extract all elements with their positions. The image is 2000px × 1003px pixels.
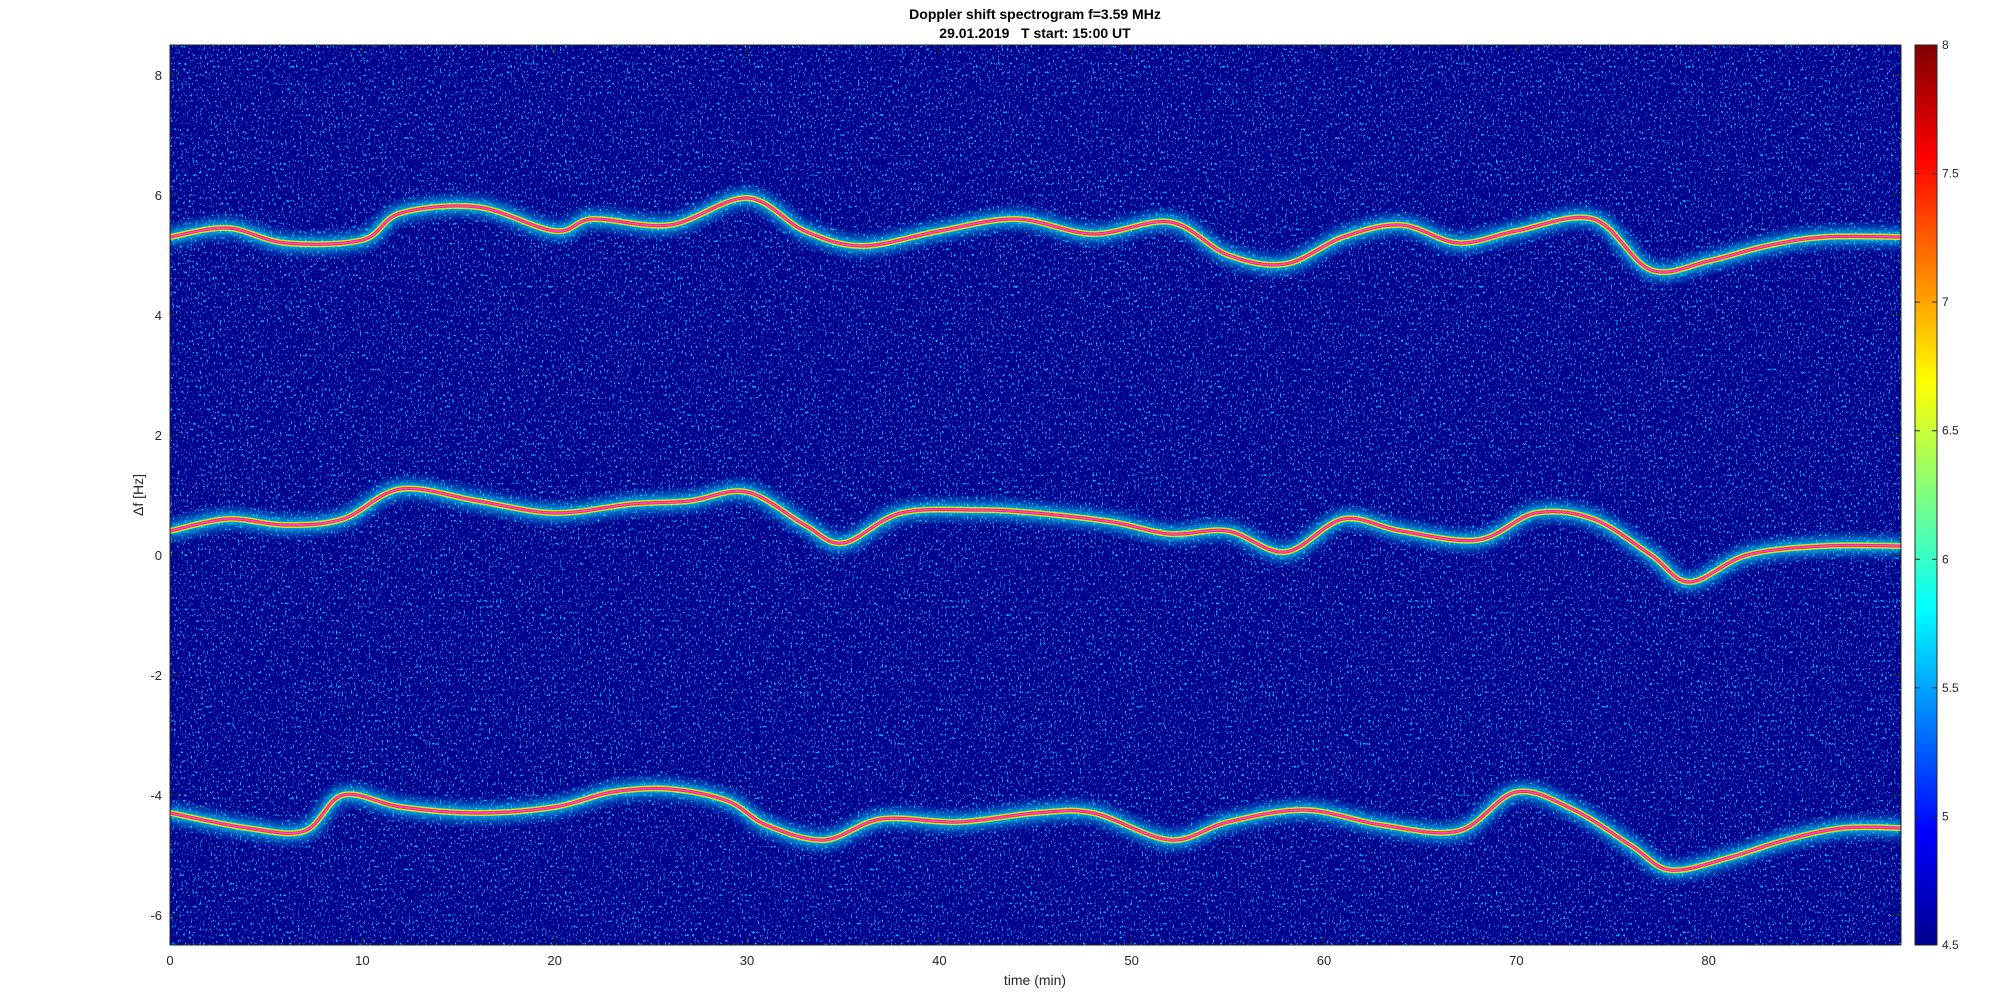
fit-traces [170,197,1901,872]
x-tick-label: 50 [1124,953,1138,968]
x-tick-label: 20 [547,953,561,968]
fit-trace-line [170,197,1901,273]
x-axis-label: time (min) [1004,972,1066,988]
y-tick-label: -2 [150,668,162,683]
y-tick-label: 2 [155,428,162,443]
y-tick-label: 4 [155,308,162,323]
colorbar-tick-label: 5.5 [1942,681,1959,695]
x-tick-label: 10 [355,953,369,968]
y-axis-label: Δf [Hz] [130,474,146,516]
colorbar-tick-label: 8 [1942,38,1949,52]
colorbar-tick-label: 7 [1942,295,1949,309]
chart-title: Doppler shift spectrogram f=3.59 MHz [909,6,1161,22]
colorbar-tick-label: 4.5 [1942,938,1959,952]
x-tick-label: 80 [1701,953,1715,968]
y-tick-label: 6 [155,188,162,203]
plot-area [170,45,1901,945]
fit-trace-line [170,787,1901,872]
y-axis: -6 -4 -2 0 2 4 6 8 [150,68,1901,923]
x-tick-label: 60 [1317,953,1331,968]
x-tick-label: 70 [1509,953,1523,968]
colorbar-tick-label: 6.5 [1942,424,1959,438]
colorbar-tick-label: 7.5 [1942,167,1959,181]
colorbar-ticks: 4.5 5 5.5 6 6.5 7 7.5 8 [1915,38,1959,952]
chart-subtitle: 29.01.2019 T start: 15:00 UT [939,25,1131,41]
y-tick-label: -4 [150,788,162,803]
plot-border [169,44,1902,946]
colorbar-tick-label: 6 [1942,552,1949,566]
y-tick-label: 8 [155,68,162,83]
colorbar-tick-label: 5 [1942,809,1949,823]
colorbar: 4.5 5 5.5 6 6.5 7 7.5 8 [1914,38,1959,952]
x-axis: 0 10 20 30 40 50 60 70 80 [166,45,1716,968]
x-tick-label: 40 [932,953,946,968]
y-tick-label: 0 [155,548,162,563]
colorbar-gradient [1914,44,1938,946]
y-tick-label: -6 [150,908,162,923]
fit-trace-line [170,487,1901,583]
x-tick-label: 30 [740,953,754,968]
x-tick-label: 0 [166,953,173,968]
